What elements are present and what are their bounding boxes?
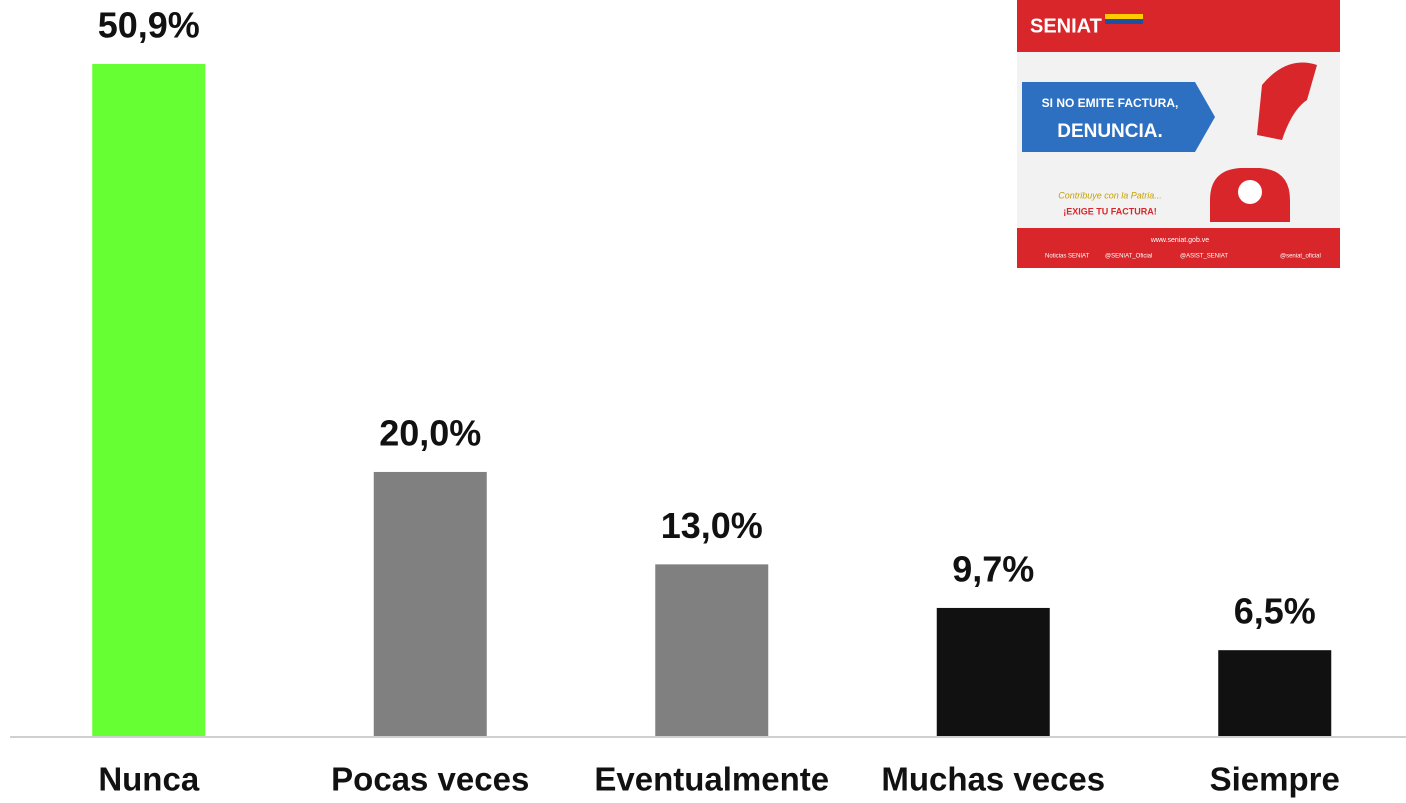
inset-brand: SENIAT (1030, 15, 1102, 37)
value-label: 9,7% (952, 548, 1034, 589)
inset-footer (1017, 228, 1340, 268)
inset-web: www.seniat.gob.ve (1150, 237, 1209, 244)
value-label: 50,9% (98, 5, 200, 46)
inset-cta: ¡EXIGE TU FACTURA! (1063, 206, 1157, 216)
inset-line2: DENUNCIA. (1057, 121, 1163, 142)
bar (92, 64, 205, 736)
x-tick-label: Pocas veces (331, 761, 529, 798)
chart: SENIAT SI NO EMITE FACTURA, DENUNCIA. Co… (0, 0, 1406, 803)
phone-dial (1238, 180, 1262, 204)
value-label: 20,0% (379, 412, 481, 453)
inset-line1: SI NO EMITE FACTURA, (1042, 96, 1179, 110)
inset-social: @SENIAT_Oficial (1105, 254, 1152, 260)
x-tick-label: Siempre (1210, 761, 1340, 798)
flag-band (1105, 24, 1143, 29)
value-label: 6,5% (1234, 591, 1316, 632)
bar (374, 472, 487, 736)
inset-slogan: Contribuye con la Patria... (1058, 190, 1162, 200)
flag-band (1105, 19, 1143, 24)
inset-image: SENIAT SI NO EMITE FACTURA, DENUNCIA. Co… (1017, 0, 1340, 268)
value-label: 13,0% (661, 505, 763, 546)
inset-social: @ASIST_SENIAT (1180, 254, 1228, 260)
x-tick-label: Muchas veces (881, 761, 1105, 798)
x-tick-label: Eventualmente (594, 761, 829, 798)
flag-band (1105, 14, 1143, 19)
inset-social: @seniat_oficial (1280, 254, 1321, 260)
inset-social: Noticias SENIAT (1045, 254, 1090, 260)
bar (655, 564, 768, 736)
x-tick-label: Nunca (98, 761, 200, 798)
bar (937, 608, 1050, 736)
bar (1218, 650, 1331, 736)
